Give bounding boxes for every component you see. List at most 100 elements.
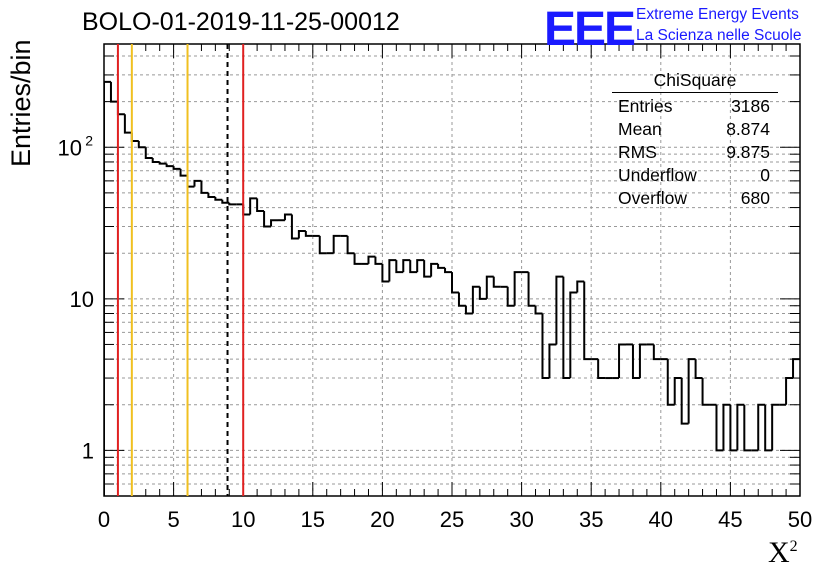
histogram-bin xyxy=(513,271,522,306)
histogram-bin xyxy=(346,235,355,255)
histogram-bin xyxy=(673,377,682,405)
histogram-bin xyxy=(722,403,731,451)
histogram-bin xyxy=(179,168,188,177)
x-tick-label: 40 xyxy=(649,507,673,532)
stats-label: Entries xyxy=(618,96,673,116)
histogram-bin xyxy=(464,305,473,315)
stats-label: Underflow xyxy=(618,165,697,185)
x-tick-label: 20 xyxy=(370,507,394,532)
stats-label: RMS xyxy=(618,142,657,162)
x-tick-label: 10 xyxy=(231,507,255,532)
histogram-bin xyxy=(283,213,292,221)
histogram-bin xyxy=(457,292,466,307)
histogram-bin xyxy=(715,404,724,452)
histogram-bin xyxy=(214,196,223,201)
histogram-bin xyxy=(144,147,153,159)
histogram-bin xyxy=(402,259,411,273)
histogram-bin xyxy=(666,359,675,406)
histogram-bin xyxy=(471,285,480,314)
y-tick-label: 1 xyxy=(82,438,94,463)
histogram-bin xyxy=(256,198,265,212)
y-axis-label: Entries/bin xyxy=(6,39,36,167)
histogram-bin xyxy=(137,140,146,149)
stats-row: Overflow 680 xyxy=(612,187,778,210)
histogram-bin xyxy=(116,101,125,116)
histogram-bin xyxy=(478,286,487,300)
x-tick-label: 15 xyxy=(301,507,325,532)
histogram-bin xyxy=(123,114,132,134)
histogram-bin xyxy=(485,275,494,299)
stats-title: ChiSquare xyxy=(612,70,778,93)
histogram-bin xyxy=(444,267,452,274)
eee-logo: EEE xyxy=(544,3,636,56)
logo-line-2: La Scienza nelle Scuole xyxy=(636,27,802,44)
histogram-bin xyxy=(569,291,578,379)
histogram-bin xyxy=(430,262,439,277)
histogram-bin xyxy=(771,403,780,451)
histogram-bin xyxy=(652,344,661,361)
x-tick-label: 50 xyxy=(788,507,812,532)
x-tick-label: 35 xyxy=(579,507,603,532)
histogram-bin xyxy=(680,378,689,425)
histogram-bin xyxy=(151,157,160,163)
histogram-bin xyxy=(764,404,773,452)
x-axis-label: X2 xyxy=(768,536,798,570)
histogram-bin xyxy=(367,255,376,264)
histogram-bin xyxy=(729,404,738,452)
y-tick-label: 10 xyxy=(70,287,94,312)
logo-line-1: Extreme Energy Events xyxy=(636,6,799,23)
histogram-bin xyxy=(297,230,306,239)
histogram-bin xyxy=(165,163,174,168)
histogram-bin xyxy=(631,344,640,380)
histogram-bin xyxy=(109,81,118,103)
stats-value: 0 xyxy=(760,165,770,185)
histogram-bin xyxy=(172,166,181,170)
chart-title: BOLO-01-2019-11-25-00012 xyxy=(82,8,400,36)
stats-value: 3186 xyxy=(731,96,770,116)
x-tick-label: 5 xyxy=(167,507,179,532)
x-tick-label: 45 xyxy=(718,507,742,532)
stats-row: Underflow 0 xyxy=(612,164,778,187)
histogram-bin xyxy=(534,305,543,315)
histogram-bin xyxy=(270,219,278,227)
histogram-bin xyxy=(583,281,592,361)
histogram-bin xyxy=(228,202,237,206)
stats-row: Mean 8.874 xyxy=(612,118,778,141)
stats-label: Overflow xyxy=(618,188,688,208)
histogram-bin xyxy=(451,272,459,294)
histogram-bin xyxy=(193,179,202,187)
histogram-bin xyxy=(332,234,341,254)
y-tick-label-sup: 2 xyxy=(85,132,93,148)
histogram-bin xyxy=(687,358,696,424)
histogram-bin xyxy=(304,231,313,237)
histogram-bin xyxy=(249,197,258,215)
histogram-bin xyxy=(527,272,536,307)
histogram-bin xyxy=(792,358,800,379)
histogram-bin xyxy=(104,80,111,496)
histogram-bin xyxy=(158,161,167,165)
histogram-bin xyxy=(207,192,216,198)
histogram-bin xyxy=(555,275,564,345)
x-axis-label-sup: 2 xyxy=(789,538,798,555)
histogram-bin xyxy=(374,256,383,265)
histogram-bin xyxy=(388,259,397,282)
x-tick-label: 25 xyxy=(440,507,464,532)
stats-value: 9.875 xyxy=(726,142,770,162)
histogram-bin xyxy=(381,263,390,283)
histogram-bin xyxy=(562,276,571,380)
histogram-bin xyxy=(506,286,515,307)
histogram-bin xyxy=(130,132,139,142)
stats-row: RMS 9.875 xyxy=(612,141,778,164)
stats-value: 8.874 xyxy=(726,119,770,139)
histogram-bin xyxy=(548,343,557,379)
histogram-bin xyxy=(743,404,752,452)
histogram-bin xyxy=(221,199,230,204)
histogram-bin xyxy=(353,253,362,265)
histogram-bin xyxy=(694,359,703,380)
histogram-bin xyxy=(541,313,550,380)
histogram-bin xyxy=(416,259,425,273)
histogram-bin xyxy=(701,378,710,406)
histogram-bin xyxy=(492,276,501,288)
histogram-bin xyxy=(263,210,272,228)
